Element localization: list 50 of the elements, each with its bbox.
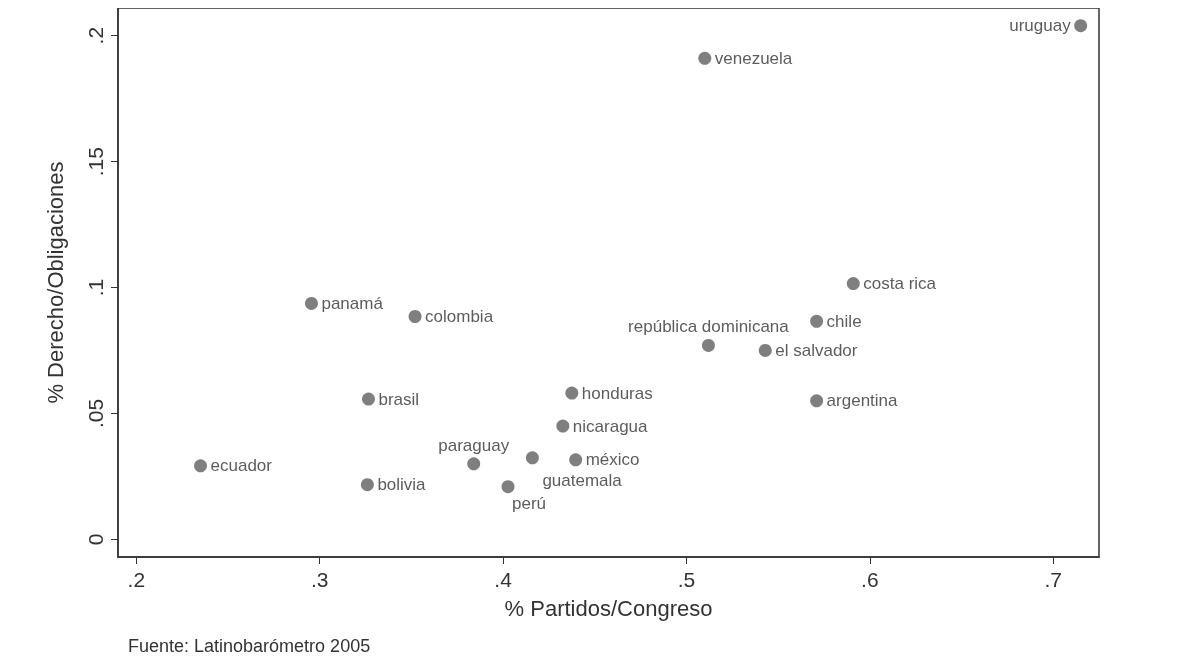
point (1074, 19, 1088, 33)
x-axis-title: % Partidos/Congreso (504, 595, 713, 621)
point (701, 338, 715, 352)
source-note: Fuente: Latinobarómetro 2005 (128, 636, 371, 656)
point (360, 478, 374, 492)
data-label: venezuela (714, 48, 793, 68)
x-tick-label: .5 (677, 568, 696, 591)
point (467, 457, 481, 471)
x-tick-label: .2 (127, 568, 146, 591)
y-tick-label: .15 (84, 147, 107, 177)
point (501, 480, 515, 494)
data-label: paraguay (438, 435, 510, 455)
point (698, 51, 712, 65)
data-label: honduras (581, 383, 653, 403)
point (556, 419, 570, 433)
x-tick-label: .7 (1044, 568, 1062, 591)
data-label: colombia (425, 307, 494, 326)
point (810, 314, 824, 328)
y-axis-title: % Derecho/Obligaciones (42, 161, 68, 404)
point (304, 296, 318, 310)
point (758, 344, 772, 357)
point (846, 277, 860, 290)
point (525, 451, 539, 465)
x-tick-label: .4 (494, 568, 513, 591)
x-tick-label: .6 (861, 568, 879, 591)
y-tick-label: .1 (84, 278, 107, 297)
point (810, 394, 824, 408)
data-label: chile (826, 311, 862, 331)
y-tick-label: .05 (84, 398, 107, 429)
data-label: uruguay (1009, 16, 1072, 36)
point (408, 310, 422, 323)
data-label: argentina (826, 391, 899, 411)
data-label: panamá (321, 293, 384, 313)
data-label: méxico (585, 450, 640, 470)
data-label: el salvador (775, 341, 858, 360)
y-tick-label: .2 (84, 26, 107, 45)
data-label: perú (512, 493, 547, 513)
point (565, 386, 579, 400)
point (361, 392, 375, 406)
data-label: brasil (378, 389, 420, 409)
data-label: bolivia (377, 475, 427, 495)
y-tick-label: 0 (84, 533, 107, 546)
x-tick-label: .3 (310, 568, 329, 591)
data-label: nicaragua (572, 416, 649, 436)
point (194, 459, 208, 473)
data-label: ecuador (210, 456, 273, 476)
data-label: costa rica (863, 274, 937, 294)
data-label: guatemala (542, 470, 623, 490)
data-label: república dominicana (628, 317, 790, 337)
point (569, 453, 583, 467)
